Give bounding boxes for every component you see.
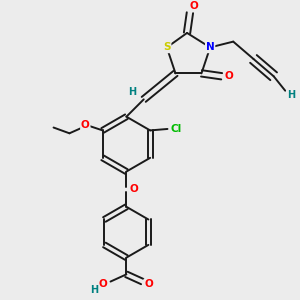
Text: S: S (163, 42, 171, 52)
Text: H: H (128, 87, 136, 97)
Text: O: O (224, 71, 233, 81)
Text: O: O (99, 280, 108, 290)
Text: O: O (190, 1, 199, 10)
Text: N: N (206, 42, 214, 52)
Text: H: H (91, 285, 99, 295)
Text: O: O (144, 280, 153, 290)
Text: O: O (129, 184, 138, 194)
Text: H: H (287, 90, 295, 100)
Text: Cl: Cl (170, 124, 182, 134)
Text: O: O (81, 120, 90, 130)
